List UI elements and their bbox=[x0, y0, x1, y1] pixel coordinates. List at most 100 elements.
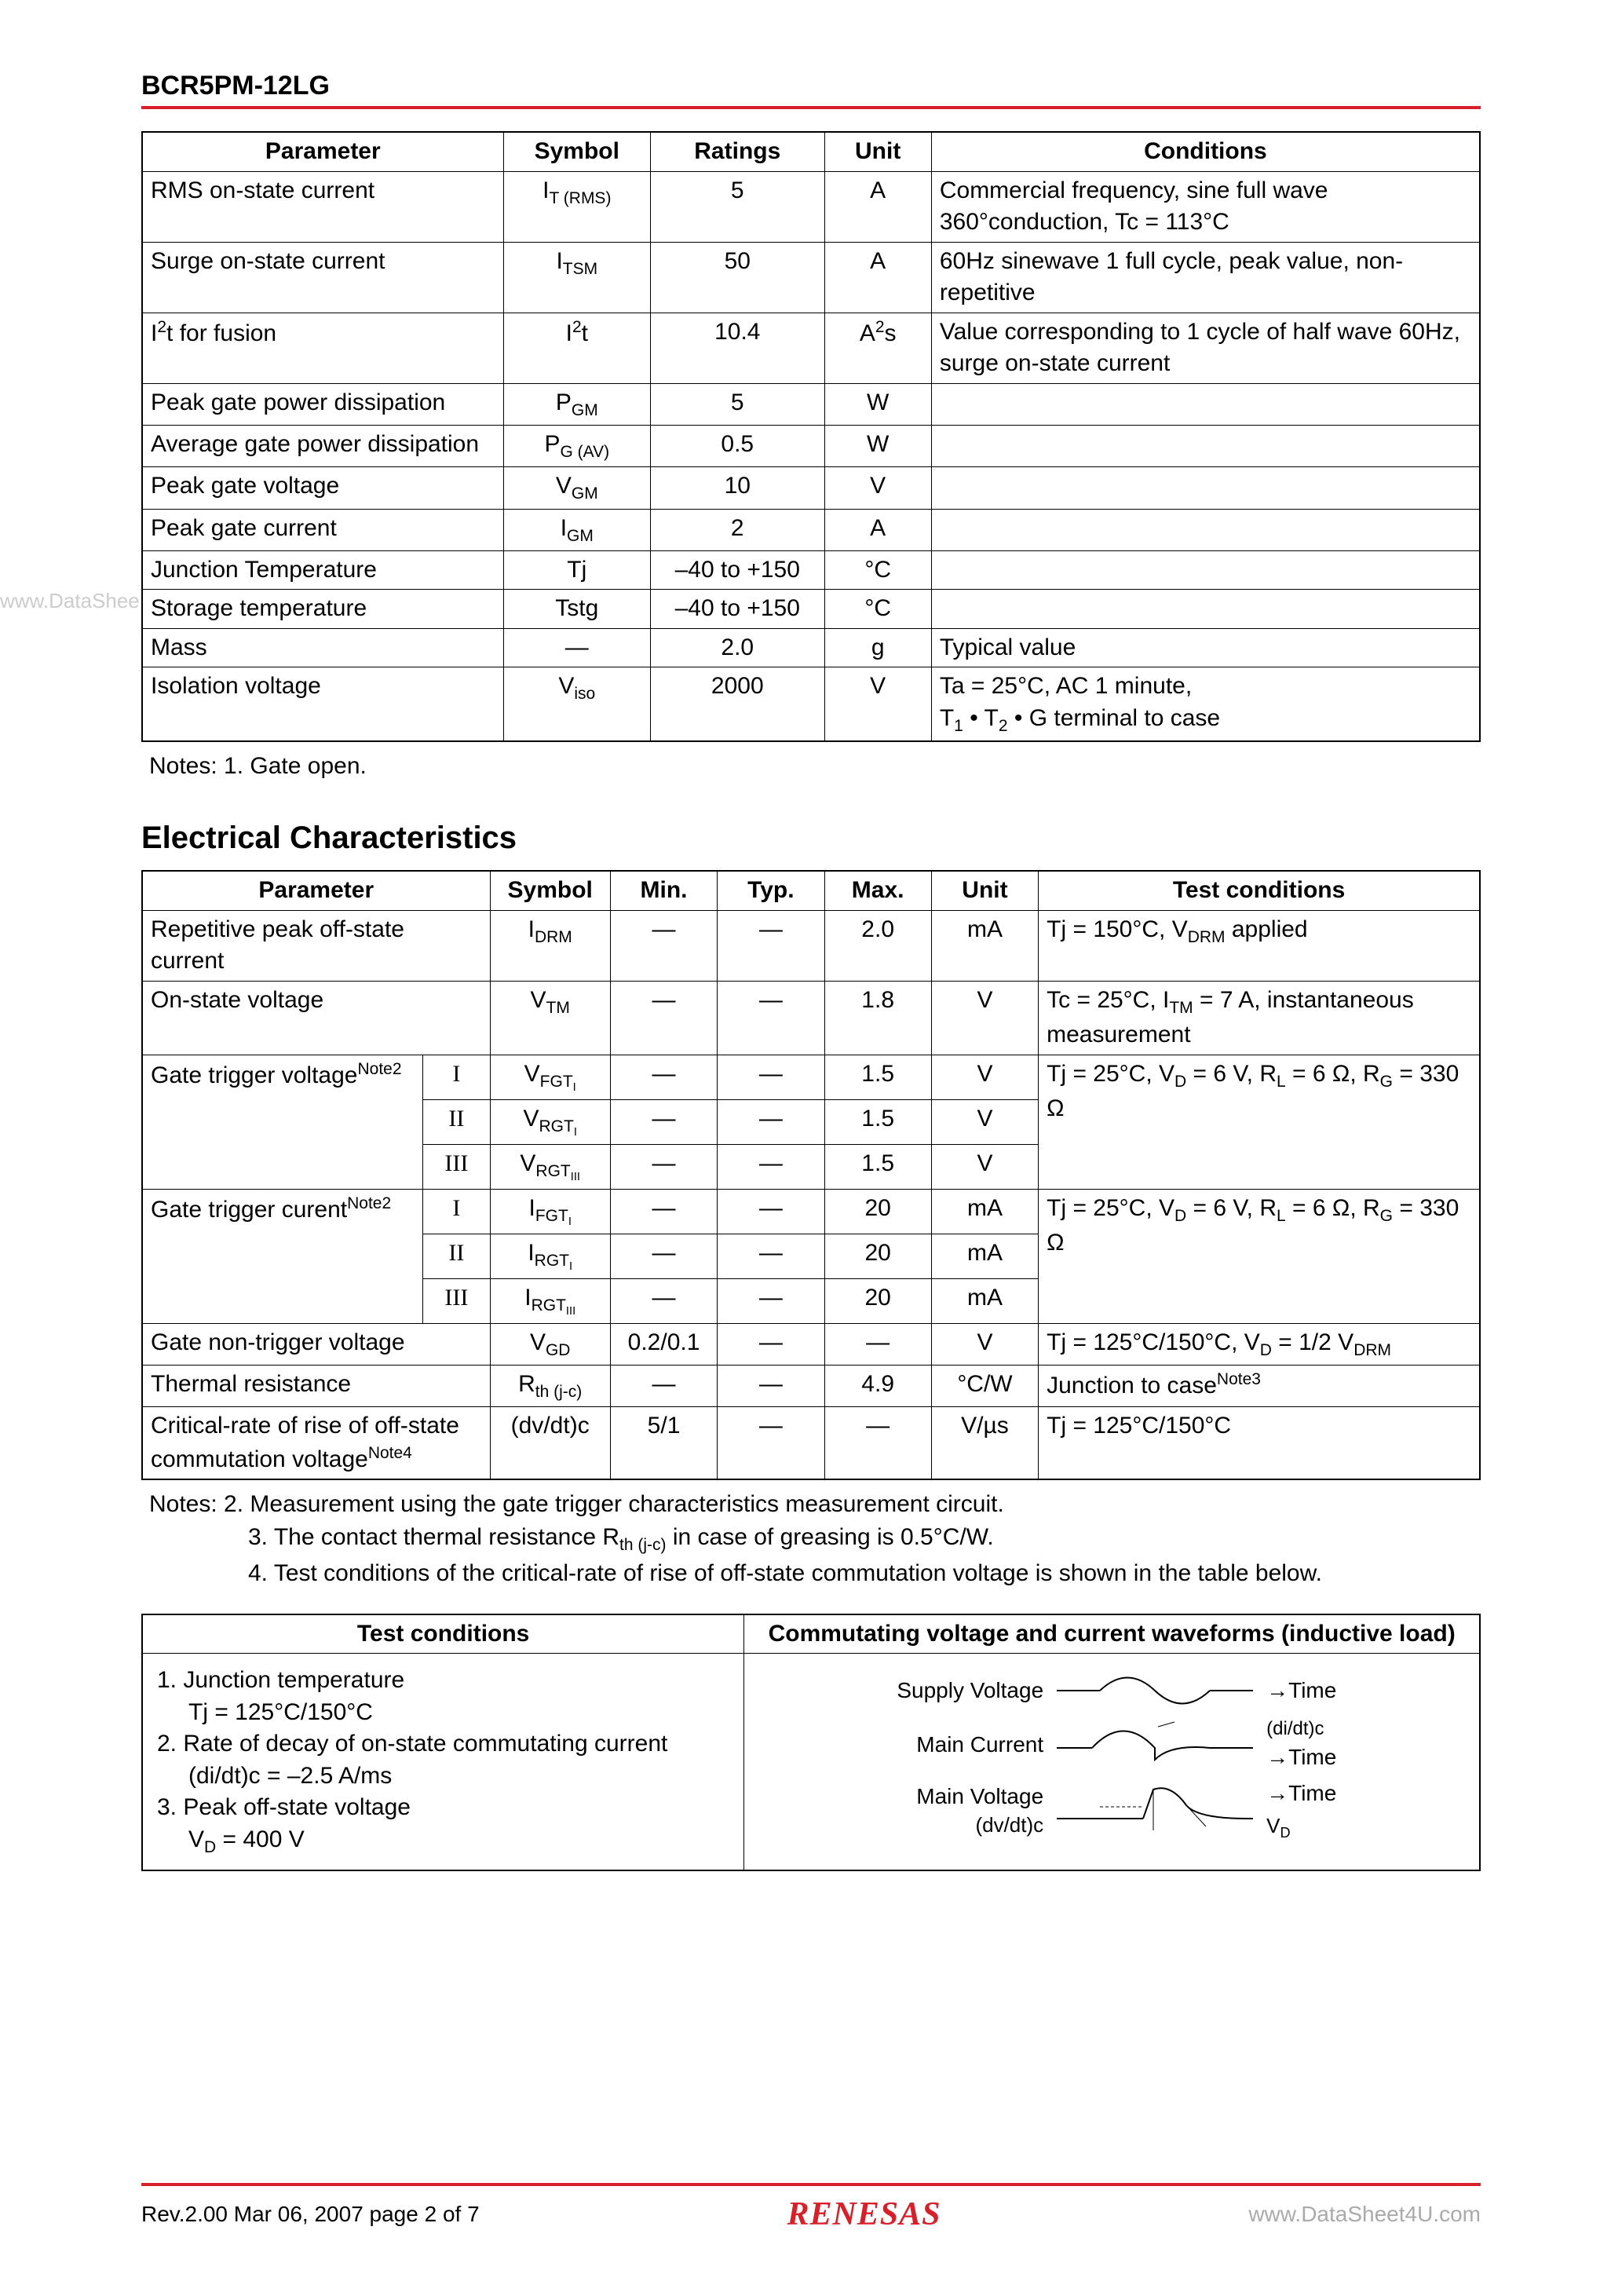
cell-rating: –40 to +150 bbox=[651, 550, 825, 590]
cell-conditions: Ta = 25°C, AC 1 minute,T1 • T2 • G termi… bbox=[931, 667, 1480, 741]
cell-param: I2t for fusion bbox=[142, 313, 503, 383]
cell-typ: — bbox=[718, 1278, 824, 1323]
table-row: Peak gate voltageVGM10V bbox=[142, 467, 1480, 509]
col-header: Symbol bbox=[490, 871, 610, 910]
cell-max: 2.0 bbox=[824, 910, 931, 981]
cell-conditions bbox=[931, 550, 1480, 590]
cell-conditions: Tj = 125°C/150°C bbox=[1039, 1407, 1480, 1480]
cell-mode: III bbox=[423, 1144, 490, 1189]
cell-symbol: IGM bbox=[503, 509, 650, 550]
col-header: Symbol bbox=[503, 132, 650, 171]
footer-rule bbox=[141, 2183, 1481, 2186]
cell-unit: mA bbox=[931, 1234, 1038, 1278]
cell-symbol: Tj bbox=[503, 550, 650, 590]
wave-anno: (di/dt)c bbox=[1266, 1717, 1345, 1742]
cell-unit: V bbox=[931, 1099, 1038, 1144]
table-row: Gate trigger curentNote2IIFGTI——20mATj =… bbox=[142, 1189, 1480, 1234]
cell-unit: A bbox=[824, 509, 931, 550]
cell-unit: mA bbox=[931, 1278, 1038, 1323]
cell-symbol: VGM bbox=[503, 467, 650, 509]
cell-conditions: Tj = 25°C, VD = 6 V, RL = 6 Ω, RG = 330 … bbox=[1039, 1055, 1480, 1189]
cell-min: — bbox=[610, 1099, 717, 1144]
cell-typ: — bbox=[718, 1144, 824, 1189]
cell-unit: V bbox=[931, 1055, 1038, 1099]
table-row: Thermal resistanceRth (j-c)——4.9°C/WJunc… bbox=[142, 1366, 1480, 1407]
tc-line: 3. Peak off-state voltage bbox=[157, 1792, 729, 1824]
cell-unit: °C/W bbox=[931, 1366, 1038, 1407]
cell-unit: V bbox=[824, 467, 931, 509]
table-row: Critical-rate of rise of off-state commu… bbox=[142, 1407, 1480, 1480]
table-row: Peak gate currentIGM2A bbox=[142, 509, 1480, 550]
cell-conditions: Typical value bbox=[931, 628, 1480, 667]
cell-conditions bbox=[931, 383, 1480, 425]
header-rule bbox=[141, 106, 1481, 109]
note-line: Notes: 2. Measurement using the gate tri… bbox=[149, 1488, 1481, 1521]
cell-max: — bbox=[824, 1407, 931, 1480]
cell-conditions: Tj = 125°C/150°C, VD = 1/2 VDRM bbox=[1039, 1323, 1480, 1365]
cell-symbol: IT (RMS) bbox=[503, 171, 650, 242]
wave-sublabel: (dv/dt)c bbox=[879, 1812, 1043, 1839]
cell-min: — bbox=[610, 1234, 717, 1278]
cell-typ: — bbox=[718, 1323, 824, 1365]
cell-min: — bbox=[610, 981, 717, 1055]
cell-conditions bbox=[931, 590, 1480, 629]
cell-max: 20 bbox=[824, 1189, 931, 1234]
cell-unit: mA bbox=[931, 1189, 1038, 1234]
col-header: Unit bbox=[824, 132, 931, 171]
cell-param: Mass bbox=[142, 628, 503, 667]
cell-symbol: IDRM bbox=[490, 910, 610, 981]
cell-rating: 2.0 bbox=[651, 628, 825, 667]
cell-max: 20 bbox=[824, 1278, 931, 1323]
cell-symbol: VRGTIII bbox=[490, 1144, 610, 1189]
cell-symbol: PG (AV) bbox=[503, 425, 650, 466]
cell-max: 1.5 bbox=[824, 1099, 931, 1144]
wave-time: →TimeVD bbox=[1266, 1779, 1345, 1844]
cell-symbol: Rth (j-c) bbox=[490, 1366, 610, 1407]
cell-typ: — bbox=[718, 1366, 824, 1407]
cell-param: On-state voltage bbox=[142, 981, 490, 1055]
renesas-logo: RENESAS bbox=[787, 2195, 941, 2233]
page: www.DataShee BCR5PM-12LG ParameterSymbol… bbox=[0, 0, 1622, 2296]
cell-unit: V bbox=[931, 1144, 1038, 1189]
cell-min: — bbox=[610, 1055, 717, 1099]
cell-max: 1.5 bbox=[824, 1144, 931, 1189]
cell-unit: A bbox=[824, 171, 931, 242]
table-row: RMS on-state currentIT (RMS)5ACommercial… bbox=[142, 171, 1480, 242]
cell-typ: — bbox=[718, 1189, 824, 1234]
test-conditions-table: Test conditionsCommutating voltage and c… bbox=[141, 1614, 1481, 1871]
cell-param: Peak gate current bbox=[142, 509, 503, 550]
cell-symbol: VFGTI bbox=[490, 1055, 610, 1099]
cell-param: Isolation voltage bbox=[142, 667, 503, 741]
cell-unit: V bbox=[931, 1323, 1038, 1365]
table-row: Surge on-state currentITSM50A60Hz sinewa… bbox=[142, 242, 1480, 313]
main-voltage-wave bbox=[1053, 1783, 1257, 1838]
cell-param: Average gate power dissipation bbox=[142, 425, 503, 466]
cell-max: 1.5 bbox=[824, 1055, 931, 1099]
cell-symbol: (dv/dt)c bbox=[490, 1407, 610, 1480]
wave-label: Supply Voltage bbox=[879, 1676, 1043, 1706]
table-row: Mass—2.0gTypical value bbox=[142, 628, 1480, 667]
ratings-table: ParameterSymbolRatingsUnitConditionsRMS … bbox=[141, 131, 1481, 742]
cell-rating: 10.4 bbox=[651, 313, 825, 383]
cell-param: Critical-rate of rise of off-state commu… bbox=[142, 1407, 490, 1480]
cell-min: — bbox=[610, 1144, 717, 1189]
cell-unit: V/µs bbox=[931, 1407, 1038, 1480]
cell-symbol: IFGTI bbox=[490, 1189, 610, 1234]
cell-unit: V bbox=[931, 981, 1038, 1055]
cell-symbol: Viso bbox=[503, 667, 650, 741]
col-header: Min. bbox=[610, 871, 717, 910]
table-header-row: Test conditionsCommutating voltage and c… bbox=[142, 1614, 1480, 1654]
wave-vd: VD bbox=[1266, 1812, 1345, 1843]
cell-unit: A bbox=[824, 242, 931, 313]
cell-typ: — bbox=[718, 910, 824, 981]
cell-param: Peak gate power dissipation bbox=[142, 383, 503, 425]
section-title-electrical: Electrical Characteristics bbox=[141, 821, 1481, 856]
table-row: I2t for fusionI2t10.4A2sValue correspond… bbox=[142, 313, 1480, 383]
col-header: Conditions bbox=[931, 132, 1480, 171]
cell-symbol: PGM bbox=[503, 383, 650, 425]
cell-param: Storage temperature bbox=[142, 590, 503, 629]
cell-min: — bbox=[610, 1278, 717, 1323]
cell-conditions: Tj = 150°C, VDRM applied bbox=[1039, 910, 1480, 981]
cell-rating: 50 bbox=[651, 242, 825, 313]
cell-param: Peak gate voltage bbox=[142, 467, 503, 509]
